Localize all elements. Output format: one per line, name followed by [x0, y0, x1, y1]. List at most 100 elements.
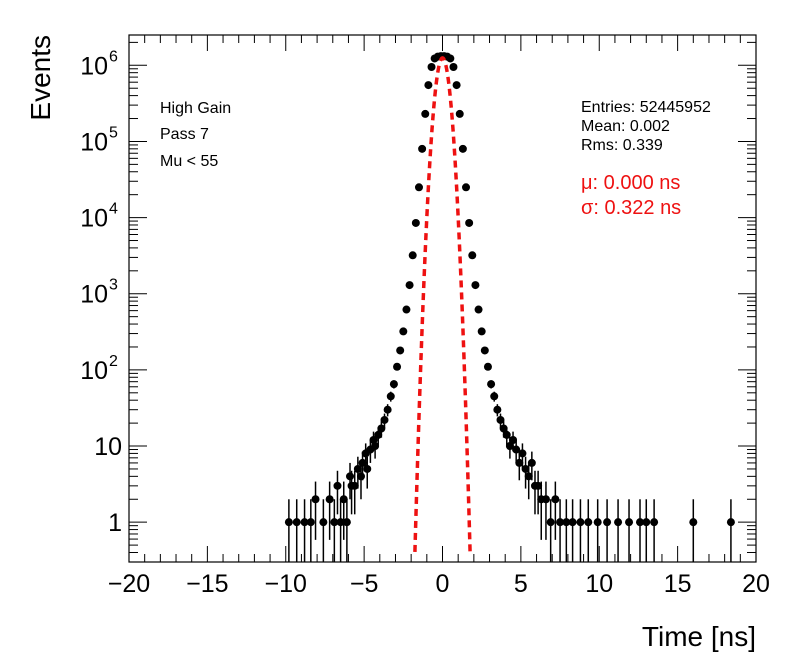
- fit-mu: μ: 0.000 ns: [581, 172, 680, 194]
- data-point: [396, 346, 405, 355]
- data-point: [402, 305, 411, 314]
- y-tick-label: 10: [94, 433, 122, 461]
- y-tick-exponent: 4: [109, 201, 118, 218]
- data-point: [350, 481, 359, 490]
- data-point: [353, 464, 362, 473]
- data-point: [424, 81, 433, 90]
- data-point: [380, 415, 389, 424]
- data-point: [319, 518, 328, 527]
- data-point: [383, 405, 392, 414]
- data-point: [374, 430, 383, 439]
- data-point: [408, 251, 417, 260]
- data-point: [339, 495, 348, 504]
- y-tick-label: 10: [80, 281, 108, 309]
- y-tick-exponent: 5: [109, 124, 118, 141]
- data-point: [541, 495, 550, 504]
- data-point: [499, 424, 508, 433]
- data-point: [330, 518, 339, 527]
- y-tick-exponent: 6: [109, 48, 118, 65]
- data-point: [546, 518, 555, 527]
- annotation-high-gain: High Gain: [160, 100, 231, 117]
- data-point: [411, 218, 420, 227]
- data-point: [584, 518, 593, 527]
- data-point: [562, 518, 571, 527]
- data-point: [515, 458, 524, 467]
- data-point: [371, 442, 380, 451]
- data-point: [311, 495, 320, 504]
- data-point: [468, 251, 477, 260]
- x-tick-label: −5: [350, 570, 379, 598]
- data-point: [487, 380, 496, 389]
- data-point: [493, 405, 502, 414]
- data-point: [336, 518, 345, 527]
- data-point: [377, 424, 386, 433]
- data-point: [521, 464, 530, 473]
- data-point: [509, 436, 518, 445]
- data-point: [625, 518, 634, 527]
- data-point: [471, 281, 480, 290]
- data-point: [650, 518, 659, 527]
- data-point: [483, 362, 492, 371]
- data-point: [556, 518, 565, 527]
- data-point: [527, 458, 536, 467]
- data-point: [505, 442, 514, 451]
- data-point: [576, 518, 585, 527]
- data-point: [363, 464, 372, 473]
- data-point: [346, 472, 355, 481]
- data-point: [405, 281, 414, 290]
- data-point: [418, 144, 427, 153]
- data-point: [465, 218, 474, 227]
- x-tick-label: −10: [265, 570, 307, 598]
- y-tick-label: 1: [108, 509, 122, 537]
- fit-sigma: σ: 0.322 ns: [581, 197, 681, 219]
- data-point: [399, 327, 408, 336]
- x-tick-label: −20: [108, 570, 150, 598]
- fit-curve: [413, 56, 472, 552]
- data-point: [480, 346, 489, 355]
- y-tick-label: 10: [80, 205, 108, 233]
- x-tick-label: −15: [186, 570, 228, 598]
- stat-rms: Rms: 0.339: [581, 137, 663, 154]
- data-point: [421, 109, 430, 118]
- data-point: [614, 518, 623, 527]
- x-tick-label: 10: [585, 570, 613, 598]
- data-point: [603, 518, 612, 527]
- x-tick-label: 5: [514, 570, 528, 598]
- data-point: [534, 481, 543, 490]
- data-point: [593, 518, 602, 527]
- data-point: [356, 472, 365, 481]
- data-point: [427, 62, 436, 71]
- stat-mean: Mean: 0.002: [581, 118, 670, 135]
- data-point: [512, 445, 521, 454]
- x-tick-label: 0: [436, 570, 450, 598]
- data-point: [502, 430, 511, 439]
- y-tick-label: 10: [80, 128, 108, 156]
- y-tick-exponent: 2: [109, 353, 118, 370]
- x-tick-label: 20: [742, 570, 770, 598]
- data-point: [474, 305, 483, 314]
- data-point: [306, 518, 315, 527]
- data-point: [284, 518, 293, 527]
- data-point: [333, 481, 342, 490]
- data-point: [496, 415, 505, 424]
- data-point: [342, 518, 351, 527]
- data-point: [477, 327, 486, 336]
- data-point: [446, 54, 455, 63]
- annotation-pass: Pass 7: [160, 126, 209, 143]
- data-point: [458, 144, 467, 153]
- data-point: [642, 518, 651, 527]
- x-axis-label: Time [ns]: [642, 621, 756, 652]
- data-point: [462, 183, 471, 192]
- data-point: [490, 392, 499, 401]
- y-tick-exponent: 3: [109, 277, 118, 294]
- y-tick-label: 10: [80, 357, 108, 385]
- data-point: [524, 472, 533, 481]
- data-point: [726, 518, 735, 527]
- data-point: [452, 81, 461, 90]
- data-point: [518, 449, 527, 458]
- data-point: [300, 518, 309, 527]
- data-point: [414, 183, 423, 192]
- x-tick-labels: −20 −15 −10 −5 0 5 10 15 20: [108, 570, 770, 598]
- data-point: [551, 495, 560, 504]
